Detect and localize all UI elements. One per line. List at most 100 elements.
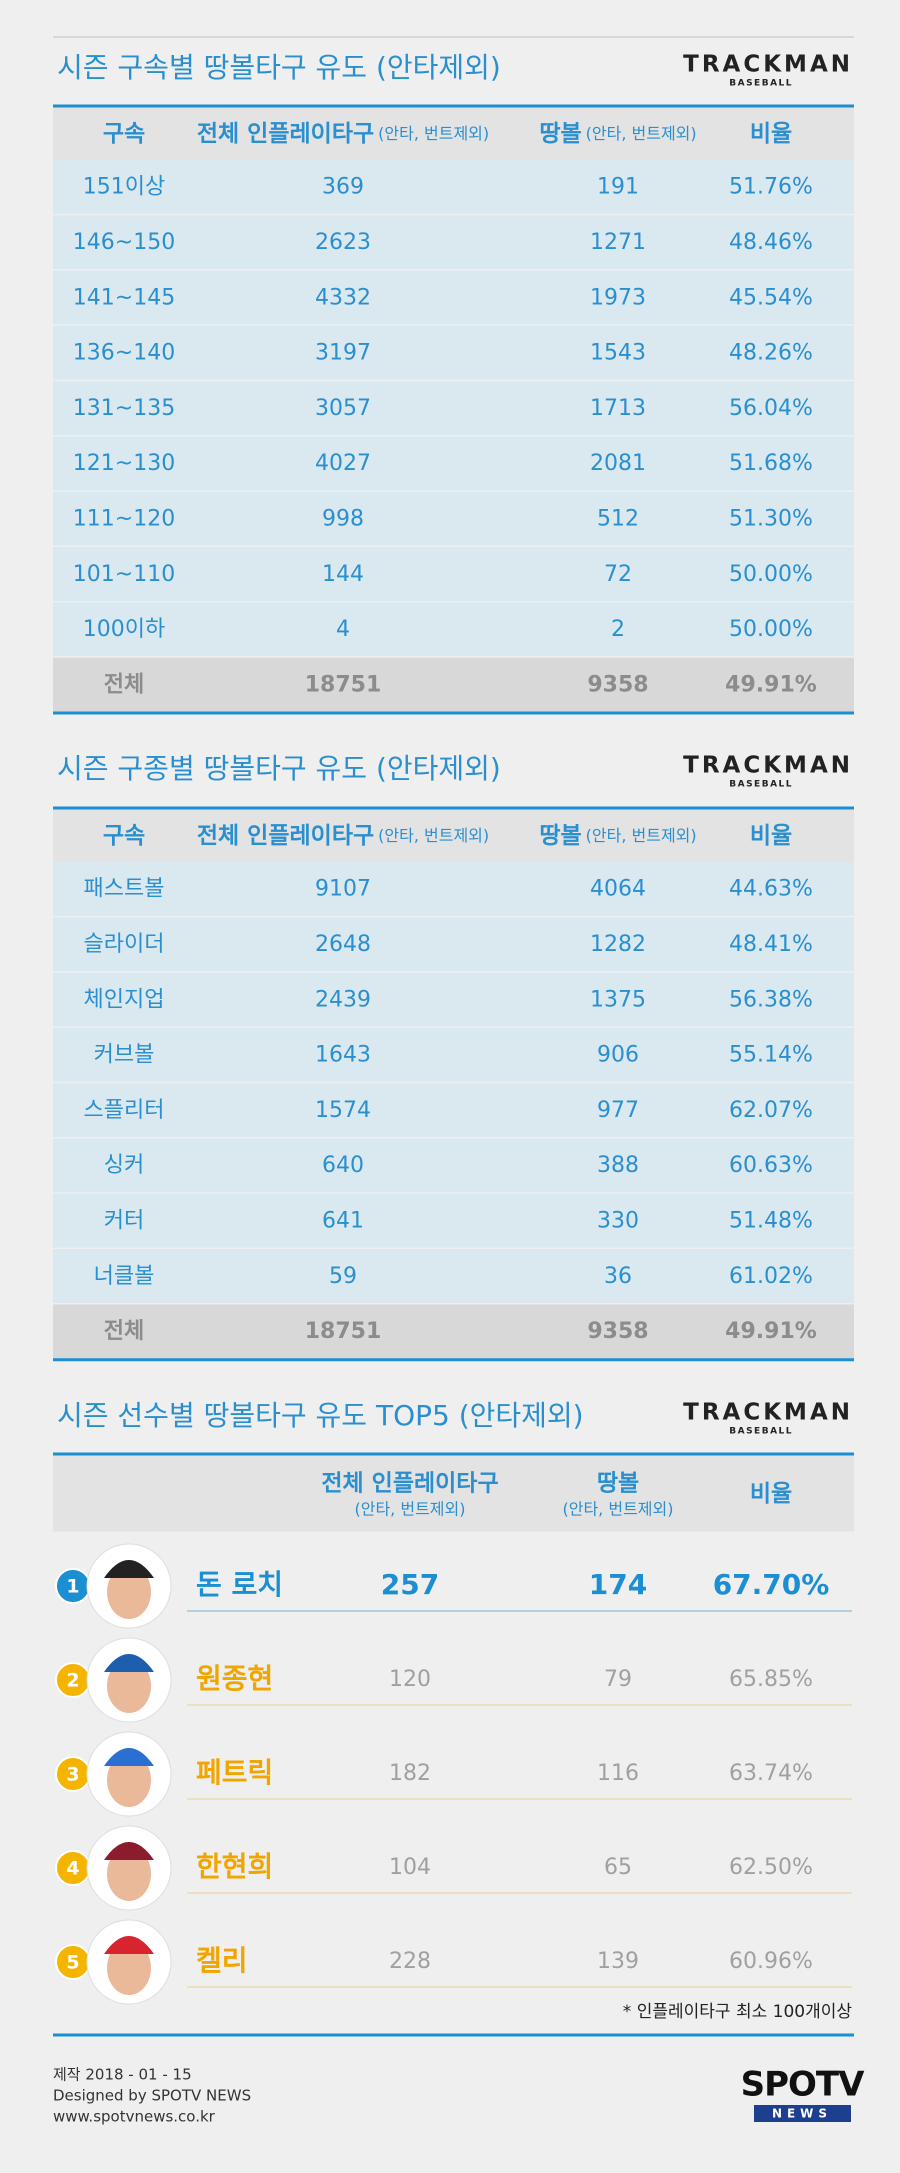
cell: 369 <box>322 175 364 200</box>
player-value: 65 <box>604 1855 632 1880</box>
header-label: 비율 <box>750 121 792 147</box>
header-label: 땅볼 (안타, 번트제외) <box>539 823 696 849</box>
table-row: 싱커 640 388 60.63% <box>53 1138 854 1193</box>
table-row: 슬라이더 2648 1282 48.41% <box>53 917 854 972</box>
header-main: 비율 <box>750 823 792 849</box>
header-note: (안타, 번트제외) <box>586 124 697 143</box>
header-label: 비율 <box>750 1481 792 1507</box>
table-row: 너클볼 59 36 61.02% <box>53 1249 854 1303</box>
header-label: 구속 <box>103 823 145 849</box>
cell: 50.00% <box>729 617 813 642</box>
cell: 62.07% <box>729 1098 813 1123</box>
total-cell: 18751 <box>305 672 382 697</box>
total-cell: 49.91% <box>725 1319 817 1344</box>
table-row: 146~150 2623 1271 48.46% <box>53 215 854 270</box>
cell: 1643 <box>315 1043 371 1068</box>
player-value: 139 <box>597 1949 639 1974</box>
header-label: 전체 인플레이타구 <box>321 1471 498 1497</box>
header-main: 땅볼 <box>539 121 581 147</box>
cell: 512 <box>597 506 639 531</box>
header-main: 비율 <box>750 121 792 147</box>
cell: 커터 <box>104 1208 144 1233</box>
table-row: 100이하 4 2 50.00% <box>53 602 854 657</box>
credit: 제작 2018 - 01 - 15 <box>53 2066 192 2084</box>
cell: 59 <box>329 1264 357 1289</box>
player-name: 한현희 <box>196 1850 273 1883</box>
cell: 111~120 <box>73 506 175 531</box>
header-label: 땅볼 (안타, 번트제외) <box>539 121 696 147</box>
row-bg <box>53 270 854 325</box>
cell: 1574 <box>315 1098 371 1123</box>
row-bg <box>53 160 854 214</box>
cell: 1973 <box>590 285 646 310</box>
player-row: 5 켈리 228 139 60.96% <box>55 1919 852 2005</box>
row-bg <box>53 1083 854 1137</box>
player-row: 1 돈 로치 257 174 67.70% <box>55 1543 852 1629</box>
header-note: (안타, 번트제외) <box>355 1500 466 1519</box>
cell: 2623 <box>315 230 371 255</box>
table-row: 체인지업 2439 1375 56.38% <box>53 972 854 1027</box>
cell: 싱커 <box>104 1153 144 1178</box>
cell: 146~150 <box>73 230 175 255</box>
player-value: 62.50% <box>729 1855 813 1880</box>
table-row: 스플리터 1574 977 62.07% <box>53 1083 854 1137</box>
total-cell: 전체 <box>104 672 144 697</box>
cell: 388 <box>597 1153 639 1178</box>
row-bg <box>53 1138 854 1193</box>
total-cell: 18751 <box>305 1319 382 1344</box>
cell: 61.02% <box>729 1264 813 1289</box>
cell: 44.63% <box>729 877 813 902</box>
cell: 56.38% <box>729 987 813 1012</box>
row-bg <box>53 972 854 1027</box>
header-label: 땅볼 <box>597 1471 639 1497</box>
header-main: 전체 인플레이타구 <box>197 121 374 147</box>
player-value: 228 <box>389 1949 431 1974</box>
total-cell: 9358 <box>587 672 648 697</box>
player-name: 돈 로치 <box>196 1568 283 1601</box>
photo-face <box>107 1565 151 1619</box>
cell: 136~140 <box>73 341 175 366</box>
cell: 3057 <box>315 396 371 421</box>
player-value: 257 <box>381 1568 439 1601</box>
photo-face <box>107 1847 151 1901</box>
cell: 191 <box>597 175 639 200</box>
player-name: 페트릭 <box>196 1756 273 1789</box>
table-row: 101~110 144 72 50.00% <box>53 547 854 601</box>
photo-cap <box>104 1560 154 1578</box>
logo-brand: TRACKMAN <box>683 1400 853 1426</box>
header-note: (안타, 번트제외) <box>586 826 697 845</box>
cell: 커브볼 <box>94 1043 155 1068</box>
total-bg <box>53 657 854 713</box>
row-bg <box>53 491 854 546</box>
cell: 체인지업 <box>84 987 165 1012</box>
cell: 51.48% <box>729 1208 813 1233</box>
header-main: 구속 <box>103 121 145 147</box>
cell: 144 <box>322 562 364 587</box>
player-value: 182 <box>389 1761 431 1786</box>
cell: 45.54% <box>729 285 813 310</box>
cell: 9107 <box>315 877 371 902</box>
photo-cap <box>104 1936 154 1954</box>
table-row: 131~135 3057 1713 56.04% <box>53 381 854 435</box>
rank: 3 <box>66 1764 79 1786</box>
row-bg <box>53 547 854 601</box>
photo-cap <box>104 1654 154 1672</box>
cell: 1282 <box>590 932 646 957</box>
header-band <box>53 1455 854 1532</box>
cell: 56.04% <box>729 396 813 421</box>
cell: 60.63% <box>729 1153 813 1178</box>
player-value: 60.96% <box>729 1949 813 1974</box>
cell: 48.41% <box>729 932 813 957</box>
logo-sub: BASEBALL <box>729 79 793 89</box>
credit: www.spotvnews.co.kr <box>53 2108 216 2126</box>
cell: 1543 <box>590 341 646 366</box>
player-row: 4 한현희 104 65 62.50% <box>55 1825 852 1911</box>
logo-brand: TRACKMAN <box>683 52 853 78</box>
cell: 141~145 <box>73 285 175 310</box>
header-note: (안타, 번트제외) <box>378 826 489 845</box>
player-name: 켈리 <box>196 1944 248 1977</box>
cell: 2081 <box>590 451 646 476</box>
row-bg <box>53 1027 854 1082</box>
photo-cap <box>104 1842 154 1860</box>
row-bg <box>53 1249 854 1303</box>
